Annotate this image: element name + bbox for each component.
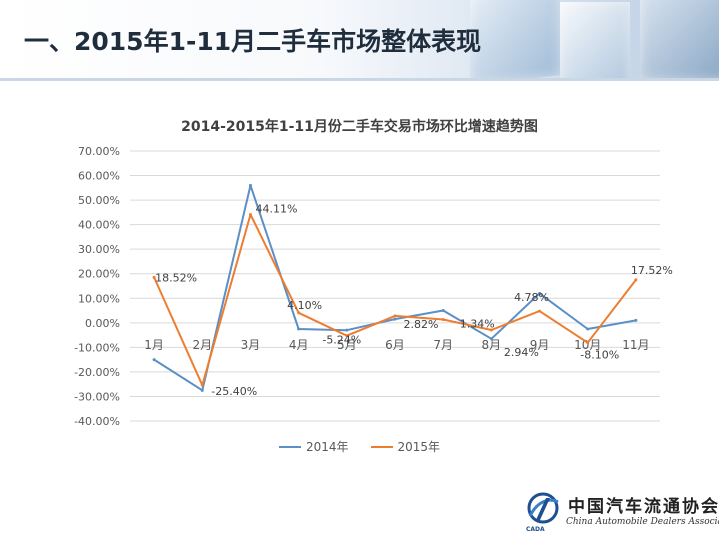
cada-emblem-icon [527, 492, 559, 524]
data-point [441, 318, 445, 322]
data-point [345, 334, 349, 338]
data-label: 44.11% [255, 203, 297, 216]
logo-abbr: CADA [526, 526, 545, 533]
x-tick-label: 3月 [241, 338, 261, 352]
x-tick-label: 7月 [433, 338, 453, 352]
y-tick-label: -40.00% [74, 415, 120, 428]
data-point [393, 317, 397, 321]
data-label: -5.24% [322, 334, 361, 347]
data-point [345, 328, 349, 332]
data-point [248, 213, 252, 217]
logo-name-cn: 中国汽车流通协会 [568, 497, 719, 517]
data-point [634, 278, 638, 282]
data-point [538, 291, 542, 295]
cada-logo: 中国汽车流通协会 China Automobile Dealers Associ… [522, 490, 719, 536]
y-tick-label: 20.00% [78, 268, 120, 281]
chart-legend: 2014年 2015年 [0, 438, 719, 455]
chart-title: 2014-2015年1-11月份二手车交易市场环比增速趋势图 [181, 119, 538, 135]
data-point [586, 341, 590, 345]
data-label: 4.78% [514, 291, 549, 304]
data-point [297, 327, 301, 331]
x-tick-label: 9月 [530, 338, 550, 352]
x-tick-label: 10月 [574, 338, 601, 352]
legend-item-2015: 2015年 [370, 438, 441, 455]
x-tick-label: 8月 [482, 338, 502, 352]
y-tick-label: 30.00% [78, 243, 120, 256]
header-divider [0, 78, 719, 81]
series-line-2014 [153, 184, 637, 392]
data-label: 18.52% [155, 271, 197, 284]
y-tick-label: 40.00% [78, 219, 120, 232]
data-point [586, 327, 590, 331]
y-tick-label: 60.00% [78, 170, 120, 183]
x-tick-label: 4月 [289, 338, 309, 352]
decorative-cube [640, 0, 719, 78]
data-point [538, 309, 542, 313]
y-tick-label: 10.00% [78, 292, 120, 305]
page-title: 一、2015年1-11月二手车市场整体表现 [24, 27, 482, 56]
data-label: -8.10% [580, 349, 619, 362]
data-label: 17.52% [631, 264, 673, 277]
logo-name-en: China Automobile Dealers Association [566, 517, 719, 527]
data-point [441, 309, 445, 313]
y-tick-label: 70.00% [78, 145, 120, 158]
legend-swatch-2014 [278, 445, 301, 448]
data-label: -25.40% [211, 385, 257, 398]
legend-label-2014: 2014年 [305, 440, 349, 454]
data-point [152, 275, 156, 279]
decorative-cube [560, 2, 630, 78]
y-tick-label: 0.00% [85, 317, 120, 330]
data-point [489, 328, 493, 332]
x-tick-label: 5月 [337, 338, 357, 352]
y-tick-label: -20.00% [74, 366, 120, 379]
x-tick-label: 6月 [385, 338, 405, 352]
data-point [248, 183, 252, 187]
data-point [152, 358, 156, 362]
data-point [634, 318, 638, 322]
x-tick-label: 1月 [144, 338, 164, 352]
y-tick-label: 50.00% [78, 194, 120, 207]
x-tick-label: 11月 [622, 338, 649, 352]
data-point [393, 314, 397, 318]
data-label: 2.82% [404, 318, 439, 331]
legend-swatch-2015 [370, 445, 393, 448]
series-line-2015 [153, 213, 637, 387]
header-banner: 一、2015年1-11月二手车市场整体表现 [0, 0, 719, 78]
data-point [489, 337, 493, 341]
data-label: 2.94% [504, 346, 539, 359]
data-point [200, 383, 204, 387]
legend-label-2015: 2015年 [397, 440, 441, 454]
y-tick-label: -30.00% [74, 390, 120, 403]
data-label: 1.34% [460, 318, 495, 331]
legend-item-2014: 2014年 [278, 438, 349, 455]
data-point [200, 388, 204, 392]
x-tick-label: 2月 [192, 338, 212, 352]
y-tick-label: -10.00% [74, 341, 120, 354]
data-label: 4.10% [287, 299, 322, 312]
data-point [297, 311, 301, 315]
